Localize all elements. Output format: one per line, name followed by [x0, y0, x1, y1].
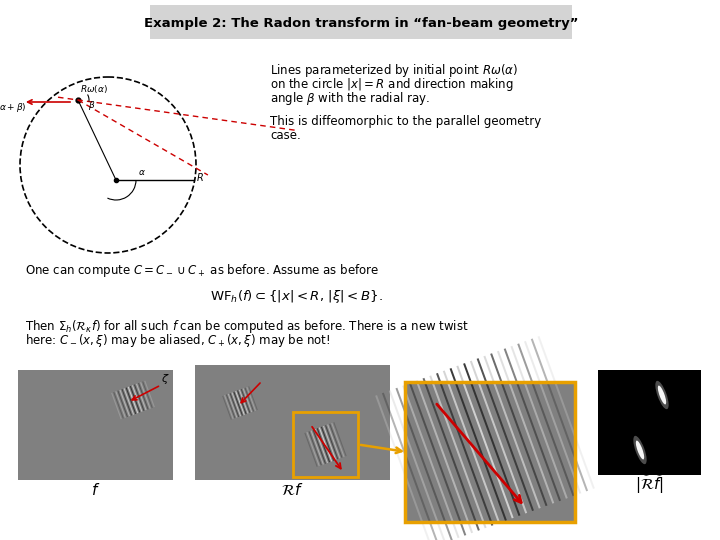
Text: Lines parameterized by initial point $R\omega(\alpha)$: Lines parameterized by initial point $R\… — [270, 62, 518, 79]
Ellipse shape — [636, 441, 644, 460]
Text: angle $\beta$ with the radial ray.: angle $\beta$ with the radial ray. — [270, 90, 430, 107]
Bar — [598, 370, 701, 475]
Text: $\alpha$: $\alpha$ — [138, 168, 146, 177]
Bar — [293, 412, 358, 477]
Text: $f$: $f$ — [91, 482, 100, 498]
Bar — [195, 365, 390, 480]
Text: $\omega(\alpha+\beta)$: $\omega(\alpha+\beta)$ — [0, 101, 27, 114]
Ellipse shape — [634, 436, 647, 464]
Text: One can compute $\mathit{C} = \mathit{C}_- \cup \mathit{C}_+$ as before. Assume : One can compute $\mathit{C} = \mathit{C}… — [25, 262, 379, 279]
Bar — [405, 382, 575, 522]
Text: here: $\mathit{C}_-(x,\xi)$ may be aliased, $\mathit{C}_+(x,\xi)$ may be not!: here: $\mathit{C}_-(x,\xi)$ may be alias… — [25, 332, 330, 349]
Text: $R$: $R$ — [196, 171, 204, 183]
Text: This is diffeomorphic to the parallel geometry: This is diffeomorphic to the parallel ge… — [270, 115, 541, 128]
Text: $R\omega(\alpha)$: $R\omega(\alpha)$ — [80, 83, 108, 95]
Text: $\beta$: $\beta$ — [88, 99, 96, 112]
Bar — [18, 370, 173, 480]
Text: $\mathcal{R}f$: $\mathcal{R}f$ — [282, 482, 304, 498]
Bar — [405, 382, 575, 522]
Text: on the circle $|x| = R$ and direction making: on the circle $|x| = R$ and direction ma… — [270, 76, 513, 93]
FancyBboxPatch shape — [150, 5, 572, 39]
Text: $|\widehat{\mathcal{R}f}|$: $|\widehat{\mathcal{R}f}|$ — [635, 471, 664, 496]
Text: case.: case. — [270, 129, 301, 142]
Text: Then $\Sigma_h(\mathcal{R}_\kappa f)$ for all such $f$ can be computed as before: Then $\Sigma_h(\mathcal{R}_\kappa f)$ fo… — [25, 318, 469, 335]
Text: Example 2: The Radon transform in “fan-beam geometry”: Example 2: The Radon transform in “fan-b… — [144, 17, 578, 30]
Ellipse shape — [658, 386, 666, 404]
Text: $\zeta$: $\zeta$ — [161, 372, 170, 386]
Text: $\mathrm{WF}_h(f) \subset \{|x| < R,\, |\xi| < B\}.$: $\mathrm{WF}_h(f) \subset \{|x| < R,\, |… — [210, 288, 383, 305]
Ellipse shape — [655, 381, 669, 409]
